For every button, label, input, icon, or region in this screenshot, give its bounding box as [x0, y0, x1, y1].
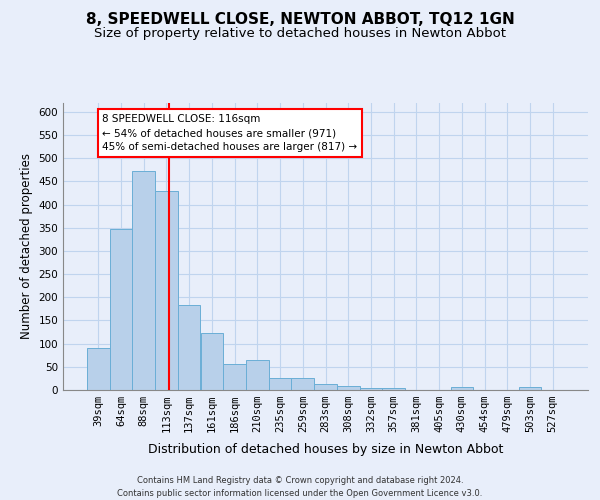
Bar [178, 305, 200, 390]
Text: Contains HM Land Registry data © Crown copyright and database right 2024.
Contai: Contains HM Land Registry data © Crown c… [118, 476, 482, 498]
Bar [200, 334, 223, 390]
Bar [382, 388, 405, 390]
Text: Size of property relative to detached houses in Newton Abbot: Size of property relative to detached ho… [94, 28, 506, 40]
Bar [269, 378, 292, 390]
Text: 8, SPEEDWELL CLOSE, NEWTON ABBOT, TQ12 1GN: 8, SPEEDWELL CLOSE, NEWTON ABBOT, TQ12 1… [86, 12, 514, 28]
Bar [246, 360, 269, 390]
Bar [87, 348, 110, 390]
Bar [337, 386, 359, 390]
Bar [359, 388, 382, 390]
Bar [451, 387, 473, 390]
Bar [110, 229, 133, 390]
Bar [518, 387, 541, 390]
Bar [155, 190, 178, 390]
Text: Distribution of detached houses by size in Newton Abbot: Distribution of detached houses by size … [148, 442, 503, 456]
Y-axis label: Number of detached properties: Number of detached properties [20, 153, 33, 340]
Bar [133, 170, 155, 390]
Bar [292, 378, 314, 390]
Bar [314, 384, 337, 390]
Text: 8 SPEEDWELL CLOSE: 116sqm
← 54% of detached houses are smaller (971)
45% of semi: 8 SPEEDWELL CLOSE: 116sqm ← 54% of detac… [103, 114, 358, 152]
Bar [223, 364, 246, 390]
